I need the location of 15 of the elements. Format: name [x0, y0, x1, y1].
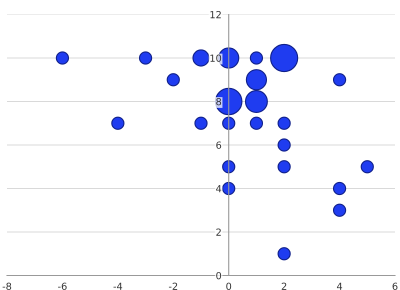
x-tick-label: -6	[58, 282, 67, 290]
x-tick-label: 6	[392, 282, 398, 290]
y-tick-label: 10	[210, 54, 222, 62]
y-tick-label: 4	[216, 185, 222, 192]
y-tick-label: 12	[210, 10, 221, 18]
x-tick-label: -8	[2, 282, 12, 290]
y-tick-label: 6	[216, 141, 222, 149]
y-tick-label: 0	[216, 272, 222, 280]
x-tick-label: 4	[336, 282, 342, 290]
x-tick-label: 0	[226, 282, 232, 290]
y-tick-label: 2	[216, 228, 221, 236]
x-tick-label: -2	[168, 282, 178, 290]
y-tick-label: 8	[216, 98, 222, 106]
x-tick-label: -4	[113, 282, 122, 290]
x-tick-label: 2	[282, 282, 286, 290]
